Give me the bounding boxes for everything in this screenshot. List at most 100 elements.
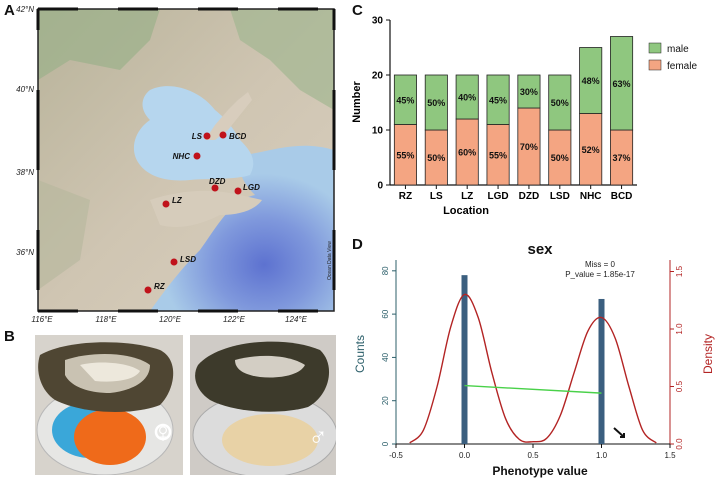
chart-c-ytick-label: 20 xyxy=(372,71,384,82)
map-shandong-peninsula xyxy=(150,190,262,227)
legend-label-male: male xyxy=(667,44,689,55)
panel-letter-d: D xyxy=(352,236,363,253)
bar-label-male-rz: 45% xyxy=(396,95,414,105)
chart-c-ylabel: Number xyxy=(352,81,363,123)
lon-label-122: 122°E xyxy=(223,315,246,324)
lon-label-118: 118°E xyxy=(95,315,117,324)
chart-d-xtick-label: 1.5 xyxy=(664,451,676,460)
site-nhc-label: NHC xyxy=(173,152,191,161)
chart-c-ytick-label: 10 xyxy=(372,126,384,137)
lon-label-124: 124°E xyxy=(285,315,308,324)
lat-label-38: 38°N xyxy=(16,168,34,177)
bar-male-ls xyxy=(424,74,448,131)
bar-label-female-lgd: 55% xyxy=(489,150,507,160)
bar-label-female-bcd: 37% xyxy=(613,153,631,163)
map-relief-north xyxy=(38,9,160,80)
bar-label-male-lsd: 50% xyxy=(551,98,569,108)
lon-label-116: 116°E xyxy=(31,315,53,324)
chart-c-xtick-label-dzd: DZD xyxy=(519,191,540,202)
chart-c-xtick-label-lgd: LGD xyxy=(488,191,509,202)
site-dzd-label: DZD xyxy=(209,177,226,186)
chart-c-xtick-label-lsd: LSD xyxy=(550,191,570,202)
map-relief-northeast xyxy=(230,9,334,110)
bar-label-female-lz: 60% xyxy=(458,148,476,158)
bar-label-male-lgd: 45% xyxy=(489,95,507,105)
panel-letter-a: A xyxy=(4,2,15,19)
chart-d-ytick-label: 80 xyxy=(381,266,390,275)
lat-label-36: 36°N xyxy=(16,248,34,257)
site-lsd: LSD xyxy=(170,255,196,266)
chart-d-title: sex xyxy=(527,241,553,258)
bar-label-male-ls: 50% xyxy=(427,98,445,108)
chart-c-xtick-label-bcd: BCD xyxy=(611,191,633,202)
bar-label-female-dzd: 70% xyxy=(520,142,538,152)
male-gonad xyxy=(222,414,318,466)
site-ls: LS xyxy=(192,132,211,141)
site-bcd: BCD xyxy=(219,131,247,141)
chart-d-xtick-label: 1.0 xyxy=(596,451,608,460)
bar-male-lz xyxy=(455,74,479,120)
bar-male-lsd xyxy=(548,74,572,131)
chart-c-xtick-label-ls: LS xyxy=(430,191,443,202)
chart-d-y2label: Density xyxy=(701,334,715,374)
chart-c-ytick-label: 0 xyxy=(377,181,383,192)
chart-d-y2tick-label: 0.0 xyxy=(675,438,684,450)
site-dzd-marker xyxy=(211,184,219,192)
chart-d-ytick-label: 20 xyxy=(381,396,390,405)
chart-c-xtick-label-lz: LZ xyxy=(461,191,473,202)
site-lgd: LGD xyxy=(234,183,260,195)
sex-ratio-stacked-bar-chart: 0 10 20 30 RZ LS LZ LGD DZD LSD NHC BCD 55% 45% 50% 50… xyxy=(352,16,697,218)
legend-swatch-male xyxy=(648,42,662,54)
bar-label-female-nhc: 52% xyxy=(582,145,600,155)
site-lsd-marker xyxy=(170,258,178,266)
female-symbol: ♀ xyxy=(153,417,174,448)
panel-letter-b: B xyxy=(4,328,15,345)
bar-label-male-bcd: 63% xyxy=(613,79,631,89)
female-gonad xyxy=(74,409,146,465)
site-lgd-marker xyxy=(234,187,242,195)
map-relief-southwest xyxy=(38,180,90,290)
chart-c-legend: male female xyxy=(648,42,697,72)
chart-d-ytick-label: 60 xyxy=(381,309,390,318)
site-nhc-marker xyxy=(193,152,201,160)
lat-label-40: 40°N xyxy=(16,85,34,94)
chart-d-ytick-label: 40 xyxy=(381,352,390,361)
legend-label-female: female xyxy=(667,61,697,72)
site-lsd-label: LSD xyxy=(180,255,196,264)
lon-label-120: 120°E xyxy=(159,315,182,324)
site-bcd-marker xyxy=(219,131,227,139)
bar-male-dzd xyxy=(517,74,541,109)
bar-label-female-ls: 50% xyxy=(427,153,445,163)
annotation-pvalue: P_value = 1.85e-17 xyxy=(565,270,635,279)
site-dzd: DZD xyxy=(209,177,226,192)
map-frame-ticks xyxy=(36,7,336,313)
chart-d-ylabel: Counts xyxy=(353,335,367,373)
bar-male-lgd xyxy=(486,74,510,125)
bar-label-female-rz: 55% xyxy=(396,150,414,160)
chart-d-xlabel: Phenotype value xyxy=(492,464,588,478)
arrow-icon xyxy=(613,427,625,438)
chart-d-xtick-label: 0.0 xyxy=(459,451,471,460)
bar-male-rz xyxy=(393,74,417,125)
site-lz-label: LZ xyxy=(172,196,183,205)
chart-d-y2tick-label: 1.0 xyxy=(675,323,684,335)
site-lgd-label: LGD xyxy=(243,183,260,192)
chart-c-ytick-label: 30 xyxy=(372,16,384,27)
male-symbol: ♂ xyxy=(308,421,328,451)
chart-c-xtick-label-nhc: NHC xyxy=(580,191,602,202)
chart-c-xlabel: Location xyxy=(443,205,489,217)
density-curve xyxy=(409,293,657,444)
site-rz: RZ xyxy=(144,282,166,294)
bohai-sea-map: 42°N 40°N 38°N 36°N 116°E 118°E 120°E 12… xyxy=(16,5,336,324)
bar-label-male-nhc: 48% xyxy=(582,76,600,86)
map-liaodong-peninsula xyxy=(205,92,252,140)
lat-label-42: 42°N xyxy=(16,5,34,14)
site-ls-marker xyxy=(203,132,211,140)
annotation-miss: Miss = 0 xyxy=(585,260,616,269)
map-yellow-sea xyxy=(150,145,334,311)
site-nhc: NHC xyxy=(173,152,201,161)
histogram-bar-0 xyxy=(461,275,468,444)
map-bohai-sea xyxy=(133,86,254,181)
legend-swatch-female xyxy=(648,59,662,71)
bar-male-bcd xyxy=(610,36,634,131)
